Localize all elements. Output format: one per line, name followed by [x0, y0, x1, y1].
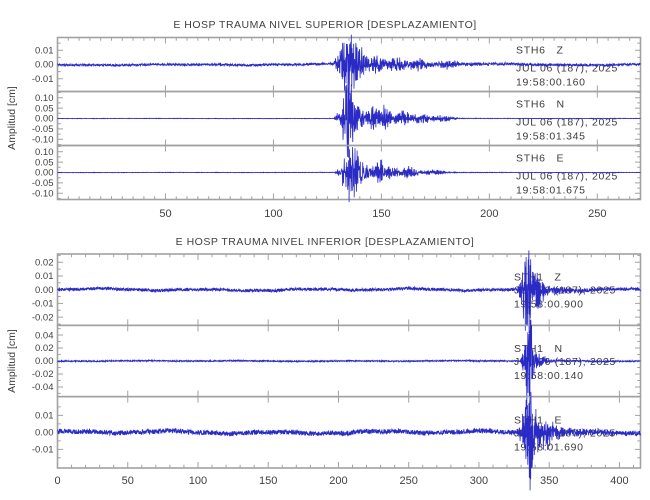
trace-time-label: 19:58:01.675 — [516, 185, 586, 197]
x-tick-label: 150 — [372, 208, 390, 220]
trace-time-label: 19:58:01.345 — [516, 131, 586, 143]
trace-time-label: 19:58:00.140 — [514, 370, 584, 382]
waveform-line — [57, 319, 641, 410]
x-tick-label: 100 — [189, 475, 207, 487]
y-tick-label: 0.00 — [35, 356, 54, 367]
x-tick-label: 200 — [480, 208, 498, 220]
waveform-line — [57, 391, 641, 491]
y-tick-label: 0.05 — [35, 103, 54, 114]
station-component-label: STH6 N — [516, 99, 565, 111]
y-tick-label: -0.10 — [32, 134, 54, 145]
y-tick-label: 0.01 — [35, 45, 54, 56]
panel-superior: 50 100 150 200 250 0.01 0.00 -0.01 STH6 Z JUL 06 … — [32, 34, 642, 220]
y-tick-label: 0.01 — [35, 411, 54, 422]
y-tick-label: 0.10 — [35, 93, 54, 104]
y-tick-label: 0.00 — [35, 285, 54, 296]
y-tick-label: 0.05 — [35, 157, 54, 168]
trace-time-label: 19:58:00.900 — [514, 299, 584, 311]
x-tick-label: 250 — [400, 475, 418, 487]
y-tick-label: -0.01 — [32, 445, 54, 456]
y-tick-label: -0.05 — [32, 124, 54, 135]
waveform-line — [57, 34, 641, 96]
x-tick-label: 100 — [264, 208, 282, 220]
y-tick-label: -0.02 — [32, 312, 54, 323]
x-tick-label: 0 — [54, 475, 60, 487]
y-tick-label: -0.10 — [32, 188, 54, 199]
y-tick-label: 0.02 — [35, 343, 54, 354]
y-tick-label: -0.05 — [32, 178, 54, 189]
panel-superior-title: E HOSP TRAUMA NIVEL SUPERIOR [DESPLAZAMI… — [173, 19, 477, 31]
x-tick-label: 350 — [540, 475, 558, 487]
x-tick-label: 200 — [329, 475, 347, 487]
station-component-label: STH6 E — [516, 153, 564, 165]
y-tick-label: 0.02 — [35, 257, 54, 268]
axis-ticks — [57, 396, 641, 468]
x-tick-label: 50 — [159, 208, 171, 220]
x-tick-label: 300 — [470, 475, 488, 487]
waveform-line — [57, 147, 641, 203]
y-tick-label: 0.01 — [35, 271, 54, 282]
x-tick-label: 400 — [610, 475, 628, 487]
station-component-label: STH1 N — [514, 343, 563, 355]
panel-inferior: 0 50 100 150 200 250 300 350 400 0.02 0.01 0.00 -0.0… — [32, 250, 642, 491]
x-tick-label: 250 — [588, 208, 606, 220]
y-tick-label: 0.00 — [35, 428, 54, 439]
y-tick-label: 0.00 — [35, 114, 54, 125]
y-tick-label: -0.01 — [32, 74, 54, 85]
y-tick-label: -0.01 — [32, 299, 54, 310]
x-tick-label: 50 — [122, 475, 134, 487]
station-component-label: STH6 Z — [516, 45, 564, 57]
y-tick-label: -0.04 — [32, 382, 54, 393]
trace-date-label: JUL 06 (187), 2025 — [516, 117, 618, 129]
trace-time-label: 19:58:00.160 — [516, 77, 586, 89]
axis-ticks — [57, 145, 641, 200]
waveform-line — [57, 81, 641, 158]
trace-sth6-e: 0.100.050.00-0.05-0.10 STH6 E JUL 06 (187)… — [32, 144, 642, 203]
y-tick-label: 0.00 — [35, 168, 54, 179]
y-tick-label: -0.02 — [32, 369, 54, 380]
station-component-label: STH1 E — [514, 414, 562, 426]
x-tick-label: 150 — [259, 475, 277, 487]
axis-ticks — [57, 37, 641, 92]
trace-date-label: JUL 06 (187), 2025 — [516, 171, 618, 183]
y-tick-label: 0.10 — [35, 147, 54, 158]
waveform-line — [57, 250, 641, 334]
y-tick-label: 0.04 — [35, 330, 54, 341]
panel-inferior-title: E HOSP TRAUMA NIVEL INFERIOR [DESPLAZAMI… — [175, 236, 475, 248]
y-tick-label: 0.00 — [35, 60, 54, 71]
